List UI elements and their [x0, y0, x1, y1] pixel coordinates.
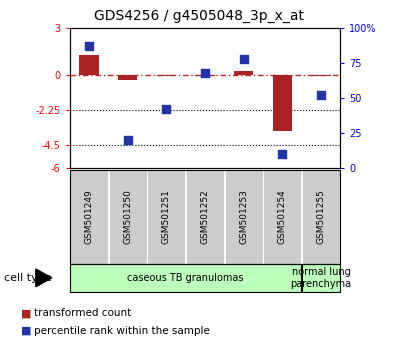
Bar — [234, 71, 253, 75]
Text: normal lung
parenchyma: normal lung parenchyma — [291, 267, 351, 289]
Point — [318, 93, 324, 98]
Text: cell type: cell type — [4, 273, 52, 283]
Text: GSM501255: GSM501255 — [316, 189, 326, 244]
Point — [202, 70, 208, 76]
Bar — [118, 75, 137, 80]
Point — [125, 137, 131, 143]
Text: GSM501253: GSM501253 — [239, 189, 248, 244]
Text: percentile rank within the sample: percentile rank within the sample — [34, 326, 210, 336]
Point — [163, 107, 170, 112]
Text: caseous TB granulomas: caseous TB granulomas — [127, 273, 244, 283]
Bar — [79, 55, 99, 75]
Text: GSM501250: GSM501250 — [123, 189, 132, 244]
Text: GSM501252: GSM501252 — [201, 189, 209, 244]
Text: GSM501254: GSM501254 — [278, 189, 287, 244]
Point — [279, 152, 285, 157]
Point — [86, 44, 92, 49]
Bar — [157, 75, 176, 76]
Text: GDS4256 / g4505048_3p_x_at: GDS4256 / g4505048_3p_x_at — [94, 9, 304, 23]
Bar — [273, 75, 292, 131]
Text: GSM501251: GSM501251 — [162, 189, 171, 244]
Point — [240, 56, 247, 62]
Text: transformed count: transformed count — [34, 308, 131, 318]
Bar — [195, 75, 215, 76]
Text: ■: ■ — [21, 326, 31, 336]
Text: GSM501249: GSM501249 — [84, 189, 94, 244]
Bar — [311, 75, 331, 76]
Polygon shape — [36, 269, 52, 287]
Text: ■: ■ — [21, 308, 31, 318]
